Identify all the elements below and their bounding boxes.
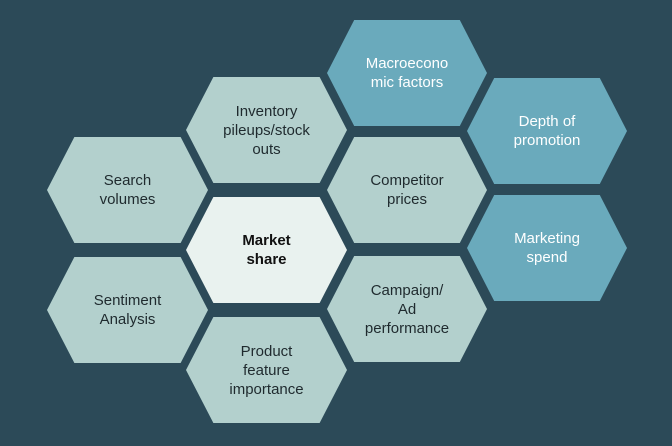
hex-marketing-spend: Marketing spend (467, 195, 627, 301)
hex-label: Product feature importance (229, 342, 304, 398)
hex-market-share: Market share (186, 197, 347, 303)
hex-label: Campaign/Ad performance (364, 281, 450, 337)
hex-label: Macroecono mic factors (365, 55, 449, 91)
hex-label: Inventory pileups/stock outs (223, 102, 310, 158)
hex-label: Search volumes (99, 172, 156, 208)
hex-label: Sentiment Analysis (93, 292, 162, 328)
hex-label: Depth of promotion (513, 113, 581, 149)
hex-label: Marketing spend (514, 230, 580, 266)
hex-label: Market share (242, 232, 291, 268)
hex-depth-of-promotion: Depth of promotion (467, 78, 627, 184)
hex-label: Competitor prices (370, 172, 444, 208)
hex-inventory: Inventory pileups/stock outs (186, 77, 347, 183)
hex-competitor-prices: Competitor prices (327, 137, 487, 243)
hex-sentiment-analysis: Sentiment Analysis (47, 257, 208, 363)
hex-search-volumes: Search volumes (47, 137, 208, 243)
hex-product-feature-importance: Product feature importance (186, 317, 347, 423)
hex-campaign-ad-performance: Campaign/Ad performance (327, 256, 487, 362)
hex-macroeconomic-factors: Macroecono mic factors (327, 20, 487, 126)
